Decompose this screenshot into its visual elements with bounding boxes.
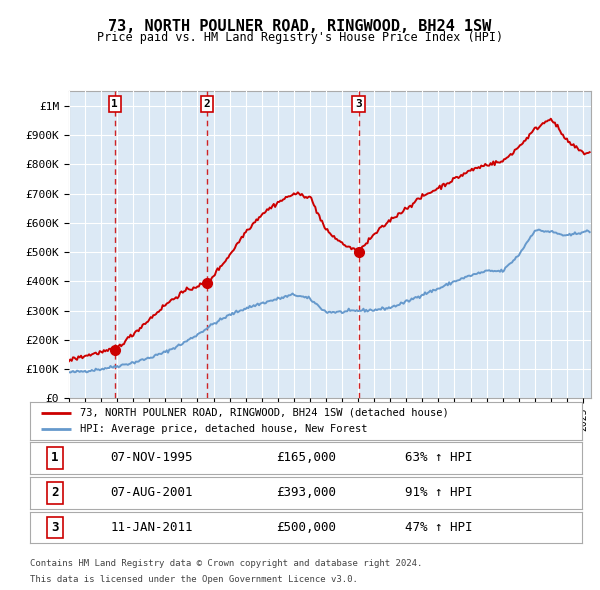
Text: £165,000: £165,000	[276, 451, 336, 464]
Text: 2: 2	[204, 99, 211, 109]
Text: Price paid vs. HM Land Registry's House Price Index (HPI): Price paid vs. HM Land Registry's House …	[97, 31, 503, 44]
Text: £393,000: £393,000	[276, 486, 336, 499]
Text: 3: 3	[51, 521, 59, 534]
Text: 07-AUG-2001: 07-AUG-2001	[110, 486, 193, 499]
Text: 3: 3	[355, 99, 362, 109]
Text: 07-NOV-1995: 07-NOV-1995	[110, 451, 193, 464]
Text: 1: 1	[51, 451, 59, 464]
Text: HPI: Average price, detached house, New Forest: HPI: Average price, detached house, New …	[80, 424, 367, 434]
Text: Contains HM Land Registry data © Crown copyright and database right 2024.: Contains HM Land Registry data © Crown c…	[30, 559, 422, 568]
Text: 73, NORTH POULNER ROAD, RINGWOOD, BH24 1SW: 73, NORTH POULNER ROAD, RINGWOOD, BH24 1…	[109, 19, 491, 34]
Text: 63% ↑ HPI: 63% ↑ HPI	[405, 451, 472, 464]
Text: 47% ↑ HPI: 47% ↑ HPI	[405, 521, 472, 534]
Text: This data is licensed under the Open Government Licence v3.0.: This data is licensed under the Open Gov…	[30, 575, 358, 584]
Text: 2: 2	[51, 486, 59, 499]
Text: 11-JAN-2011: 11-JAN-2011	[110, 521, 193, 534]
Text: 73, NORTH POULNER ROAD, RINGWOOD, BH24 1SW (detached house): 73, NORTH POULNER ROAD, RINGWOOD, BH24 1…	[80, 408, 448, 418]
Text: £500,000: £500,000	[276, 521, 336, 534]
Text: 91% ↑ HPI: 91% ↑ HPI	[405, 486, 472, 499]
Text: 1: 1	[112, 99, 118, 109]
